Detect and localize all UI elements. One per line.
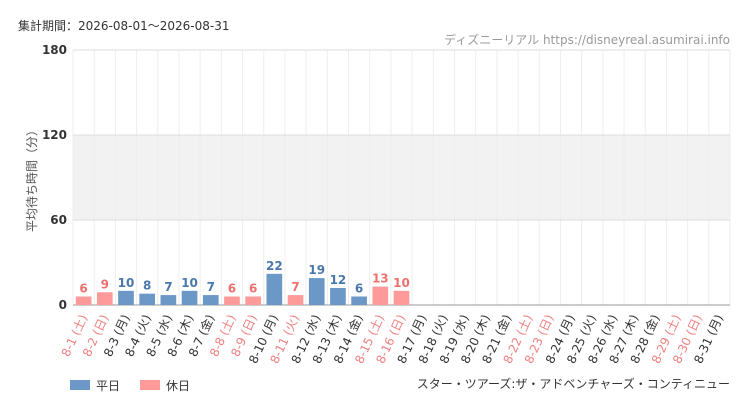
bar: [139, 293, 156, 305]
value-label: 7: [291, 280, 299, 294]
value-label: 9: [101, 277, 109, 291]
value-label: 10: [393, 276, 410, 290]
y-axis-label: 平均待ち時間（分）: [25, 124, 39, 232]
bar: [287, 295, 304, 305]
y-tick-label: 0: [59, 298, 67, 312]
value-label: 7: [164, 280, 172, 294]
bar: [330, 288, 346, 305]
bar: [224, 296, 240, 305]
attraction: スター・ツアーズ:ザ・アドベンチャーズ・コンティニュー: [417, 376, 730, 391]
y-tick-label: 120: [42, 128, 67, 142]
bar: [160, 295, 177, 305]
value-label: 8: [143, 279, 151, 293]
bar: [118, 290, 134, 305]
legend-swatch: [140, 380, 160, 390]
value-label: 7: [207, 280, 215, 294]
grid-band: [73, 135, 730, 220]
bar: [351, 296, 367, 305]
y-tick-label: 180: [42, 43, 67, 57]
legend-swatch: [70, 380, 90, 390]
bar: [245, 296, 261, 305]
value-label: 6: [79, 282, 87, 296]
bar: [75, 296, 92, 305]
bar: [202, 295, 219, 305]
bar: [372, 286, 389, 305]
value-label: 10: [181, 276, 198, 290]
bar: [96, 292, 113, 305]
value-label: 12: [330, 273, 347, 287]
value-label: 6: [355, 282, 363, 296]
bar: [308, 278, 325, 305]
value-label: 13: [372, 272, 389, 286]
y-tick-label: 60: [50, 213, 67, 227]
bar: [181, 290, 198, 305]
value-label: 22: [266, 259, 283, 273]
value-label: 10: [118, 276, 135, 290]
legend-label: 平日: [96, 379, 120, 393]
period: 集計期間：2026-08-01〜2026-08-31: [18, 18, 229, 33]
value-label: 6: [228, 282, 236, 296]
source: ディズニーリアル https://disneyreal.asumirai.inf…: [444, 32, 730, 47]
bar: [393, 290, 410, 305]
bar: [266, 273, 283, 305]
value-label: 6: [249, 282, 257, 296]
value-label: 19: [308, 263, 325, 277]
legend-label: 休日: [166, 379, 190, 393]
